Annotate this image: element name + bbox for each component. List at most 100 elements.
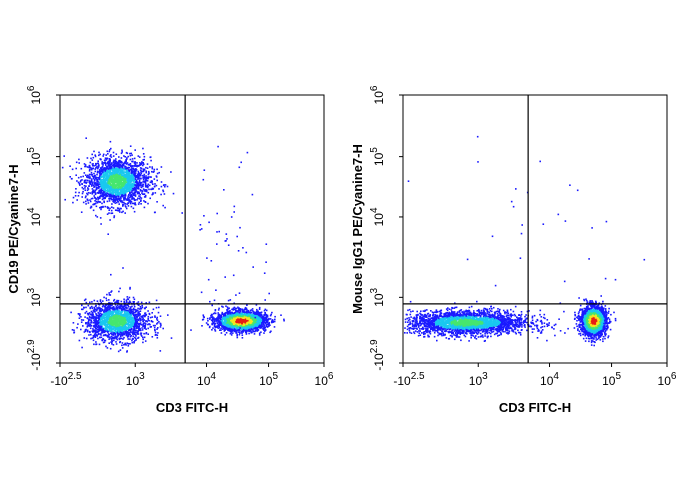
event-dot	[94, 323, 97, 326]
event-dot	[76, 326, 78, 329]
event-dot	[114, 163, 117, 165]
event-dot	[116, 321, 119, 324]
event-dot	[257, 310, 259, 312]
event-dot	[283, 319, 285, 322]
event-dot	[122, 182, 125, 185]
event-dot	[141, 304, 143, 307]
event-dot	[140, 197, 143, 199]
event-dot	[108, 158, 111, 160]
event-dot	[110, 323, 113, 326]
event-dot	[126, 179, 128, 181]
event-dot	[113, 198, 116, 200]
event-dot	[77, 181, 80, 184]
event-dot	[138, 325, 140, 327]
event-dot	[117, 306, 120, 308]
event-dot	[98, 329, 100, 332]
event-dot	[108, 209, 110, 211]
event-dot	[118, 199, 121, 202]
event-dot	[212, 312, 215, 315]
event-dot	[95, 341, 97, 343]
event-dot	[136, 176, 139, 178]
event-dot	[102, 331, 104, 334]
event-dot	[119, 164, 122, 166]
event-dot	[133, 302, 135, 304]
event-dot	[151, 170, 153, 173]
event-dot	[117, 328, 119, 330]
event-dot	[90, 333, 92, 336]
event-dot	[107, 314, 110, 317]
event-dot	[107, 206, 110, 209]
event-dot	[139, 317, 141, 319]
event-dot	[129, 329, 132, 332]
event-dot	[78, 162, 80, 164]
event-dot	[86, 157, 89, 159]
event-dot	[97, 317, 100, 319]
event-dot	[221, 311, 224, 314]
event-dot	[132, 187, 134, 190]
event-dot	[133, 328, 136, 330]
event-dot	[94, 327, 97, 330]
event-dot	[131, 341, 134, 344]
event-dot	[120, 177, 123, 180]
event-dot	[162, 184, 165, 187]
event-dot	[148, 319, 150, 322]
event-dot	[110, 307, 112, 310]
event-dot	[103, 174, 106, 176]
event-dot	[120, 182, 122, 185]
event-dot	[101, 319, 104, 322]
event-dot	[126, 185, 129, 187]
event-dot	[109, 294, 112, 296]
event-dot	[103, 312, 105, 315]
event-dot	[122, 329, 125, 331]
event-dot	[103, 171, 106, 174]
event-dot	[101, 309, 104, 312]
event-dot	[127, 328, 129, 330]
event-dot	[101, 327, 103, 330]
event-dot	[99, 299, 102, 301]
event-dot	[108, 325, 110, 327]
event-dot	[127, 195, 130, 197]
event-dot	[105, 308, 107, 310]
event-dot	[126, 186, 128, 188]
event-dot	[103, 179, 106, 182]
event-dot	[125, 314, 128, 317]
event-dot	[129, 158, 132, 161]
event-dot	[108, 322, 110, 324]
event-dot	[140, 163, 143, 166]
event-dot	[100, 189, 103, 191]
event-dot	[104, 178, 106, 180]
event-dot	[119, 331, 121, 334]
event-dot	[138, 191, 140, 194]
event-dot	[101, 323, 103, 325]
event-dot	[119, 196, 121, 198]
event-dot	[115, 323, 117, 326]
event-dot	[134, 329, 136, 332]
event-dot	[80, 321, 83, 323]
event-dot	[138, 318, 140, 321]
event-dot	[139, 305, 142, 308]
event-dot	[152, 308, 155, 311]
event-dot	[136, 302, 139, 305]
event-dot	[116, 191, 118, 194]
event-dot	[126, 317, 129, 319]
event-dot	[125, 344, 127, 346]
event-dot	[92, 328, 94, 330]
event-dot	[97, 333, 100, 336]
event-dot	[105, 297, 107, 300]
event-dot	[102, 176, 105, 178]
event-dot	[101, 339, 103, 341]
event-dot	[94, 335, 96, 338]
event-dot	[98, 187, 100, 189]
event-dot	[118, 315, 121, 317]
event-dot	[103, 193, 105, 195]
event-dot	[122, 322, 125, 325]
event-dot	[114, 323, 116, 326]
event-dot	[87, 304, 90, 307]
event-dot	[172, 192, 175, 195]
event-dot	[126, 199, 129, 201]
event-dot	[231, 330, 233, 332]
event-dot	[120, 311, 122, 313]
event-dot	[101, 326, 104, 329]
event-dot	[135, 309, 137, 312]
event-dot	[135, 331, 137, 334]
